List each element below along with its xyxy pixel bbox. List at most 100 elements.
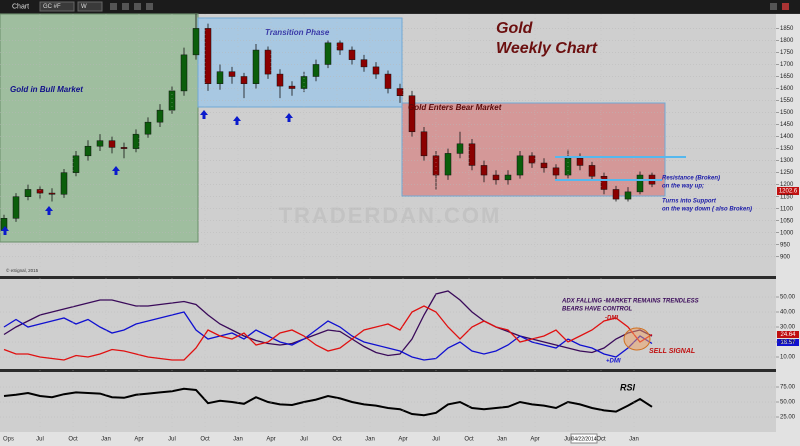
candle-body xyxy=(348,49,356,60)
candle-body xyxy=(480,165,488,176)
tool-button[interactable] xyxy=(146,3,153,10)
y-tick-label: 1400 xyxy=(780,134,794,140)
last-label: 24.64 xyxy=(780,332,796,338)
arrow xyxy=(112,166,120,175)
candle-body xyxy=(420,131,428,157)
last-label: 18.57 xyxy=(780,340,796,346)
y-tick-label: 1100 xyxy=(780,206,794,212)
y-tick-label: 1250 xyxy=(780,170,794,176)
toolbar xyxy=(110,3,789,10)
y-tick-label: 1000 xyxy=(780,230,794,236)
candle-body xyxy=(84,145,92,157)
y-tick-label: 10.00 xyxy=(780,355,796,361)
y-tick-label: 25.00 xyxy=(780,415,796,421)
price-label-box xyxy=(777,187,799,195)
candle-body xyxy=(600,175,608,190)
candle-body xyxy=(204,28,212,84)
x-tick-label: Jan xyxy=(101,437,111,443)
symbol[interactable]: GC #F xyxy=(43,4,61,10)
candle-body xyxy=(276,73,284,87)
y-tick-label: 1450 xyxy=(780,122,794,128)
candle-body xyxy=(444,153,452,176)
x-tick-label: Jan xyxy=(629,437,639,443)
candle-body xyxy=(408,95,416,133)
marks xyxy=(0,14,776,432)
annotation: Gold in Bull Market xyxy=(10,85,83,94)
y-tick-label: 1700 xyxy=(780,62,794,68)
y-tick-label: 950 xyxy=(780,242,791,248)
y-tick-label: 1850 xyxy=(780,26,794,32)
x-tick-label: Oct xyxy=(464,437,474,443)
candle-body xyxy=(144,121,152,135)
copyright: © eSignal, 2015 xyxy=(6,267,39,273)
annotation: RSI xyxy=(620,382,636,392)
bear-zone xyxy=(401,102,666,197)
annotation: -DMI xyxy=(605,316,618,322)
y-tick-label: 40.00 xyxy=(780,310,796,316)
minimize-button[interactable] xyxy=(770,3,777,10)
symbol-box[interactable] xyxy=(39,1,75,12)
arrow xyxy=(233,116,241,125)
y-tick-label: 1300 xyxy=(780,158,794,164)
y-tick-label: 1150 xyxy=(780,194,794,200)
y-tick-label: 75.00 xyxy=(780,385,796,391)
candle-body xyxy=(324,42,332,65)
last-label-box xyxy=(777,339,799,346)
candle-body xyxy=(432,155,440,176)
series-line xyxy=(3,311,653,361)
close-button[interactable] xyxy=(782,3,789,10)
candle-body xyxy=(96,140,104,147)
annotation: Turns into Support xyxy=(662,199,717,205)
y-tick-label: 1350 xyxy=(780,146,794,152)
candle-body xyxy=(12,196,20,219)
interval[interactable]: W xyxy=(81,4,87,10)
chart-subtitle: Weekly Chart xyxy=(496,40,598,57)
x-tick-label: Jul xyxy=(168,437,176,443)
candle-body xyxy=(492,174,500,181)
y-tick-label: 1750 xyxy=(780,50,794,56)
candle-body xyxy=(552,167,560,176)
arrow xyxy=(285,113,293,122)
tool-button[interactable] xyxy=(122,3,129,10)
annotation: +DMI xyxy=(606,359,621,365)
annotation: ADX FALLING -MARKET REMAINS TRENDLESS xyxy=(561,299,699,305)
annotation: Gold Enters Bear Market xyxy=(408,103,502,112)
candle-body xyxy=(636,174,644,193)
candle-body xyxy=(108,140,116,148)
x-tick-label: Apr xyxy=(530,437,539,443)
y-tick-label: 1200 xyxy=(780,182,794,188)
candle-body xyxy=(72,155,80,173)
x-tick-label: Jan xyxy=(233,437,243,443)
candle-body xyxy=(192,28,200,56)
y-tick-label: 1550 xyxy=(780,98,794,104)
candle-body xyxy=(240,76,248,84)
annotation: on the way up; xyxy=(662,184,704,190)
candle-body xyxy=(48,192,56,195)
interval-box[interactable] xyxy=(77,1,103,12)
candle-body xyxy=(228,71,236,77)
y-tick-label: 1650 xyxy=(780,74,794,80)
time-axis xyxy=(0,432,800,446)
x-tick-label: Oct xyxy=(596,437,606,443)
y-tick-label: 50.00 xyxy=(780,400,796,406)
y-tick-label: 1500 xyxy=(780,110,794,116)
annotation: Resistance (Broken) xyxy=(662,176,720,182)
x-tick-label: Jul xyxy=(432,437,440,443)
x-tick-label: Oct xyxy=(200,437,210,443)
candle-body xyxy=(576,157,584,166)
x-tick-label: Apr xyxy=(266,437,275,443)
candle-body xyxy=(528,155,536,164)
candle-body xyxy=(384,73,392,89)
tool-button[interactable] xyxy=(134,3,141,10)
candle-body xyxy=(60,172,68,195)
cursor-date: 04/22/2014 xyxy=(571,436,596,442)
ops[interactable]: Ops xyxy=(3,437,14,443)
annotation: on the way down ( also Broken) xyxy=(662,207,752,213)
y-tick-label: 1800 xyxy=(780,38,794,44)
candle-body xyxy=(336,42,344,51)
annotation: SELL SIGNAL xyxy=(649,348,695,355)
candle-body xyxy=(372,66,380,75)
y-tick-label: 1600 xyxy=(780,86,794,92)
tool-button[interactable] xyxy=(110,3,117,10)
